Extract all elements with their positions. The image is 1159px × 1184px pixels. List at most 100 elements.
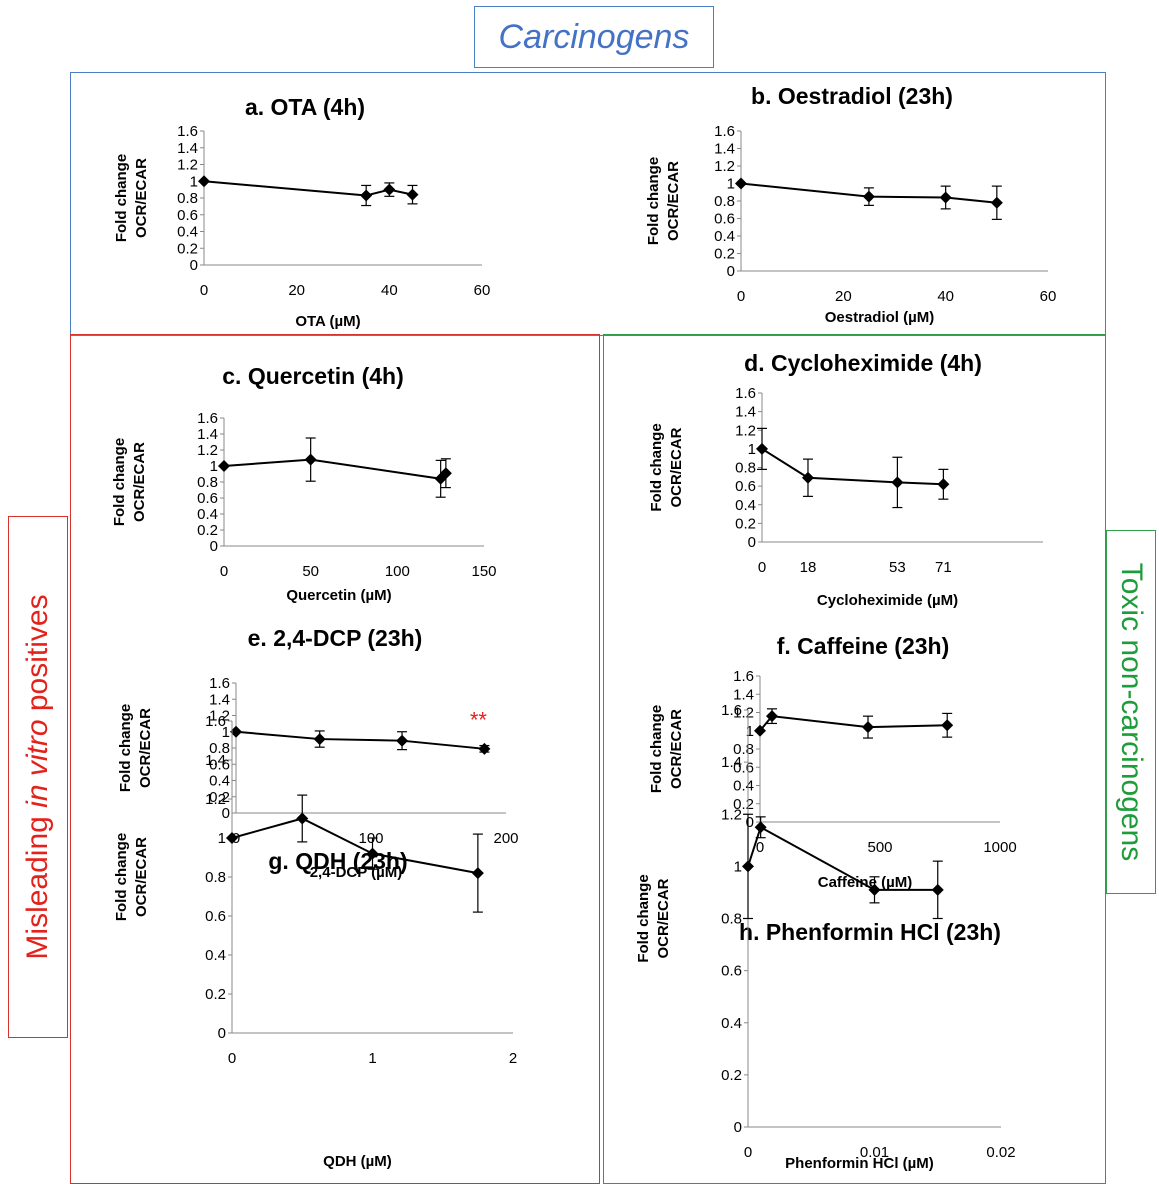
- series-line: [759, 715, 948, 732]
- y-tick-label: 0: [222, 805, 230, 822]
- y-tick-label: 1.2: [733, 705, 754, 722]
- data-point: [862, 721, 874, 734]
- chart-c: c. Quercetin (4h)00.20.40.60.811.21.41.6…: [111, 363, 497, 604]
- data-point: [735, 177, 747, 190]
- data-point: [742, 860, 754, 873]
- data-point: [226, 832, 238, 844]
- y-axis-label: OCR/ECAR: [137, 708, 154, 788]
- chart-title: d. Cycloheximide (4h): [744, 350, 982, 376]
- carcinogens-frame: [70, 72, 1106, 336]
- x-tick-label: 60: [1040, 288, 1057, 305]
- y-tick-label: 1.4: [205, 752, 226, 769]
- x-tick-label: 0: [744, 1144, 752, 1161]
- y-tick-label: 1: [748, 441, 756, 458]
- x-axis-label: Caffeine (µM): [818, 874, 912, 891]
- chart-title: a. OTA (4h): [245, 94, 365, 120]
- chart-title: c. Quercetin (4h): [222, 363, 403, 389]
- y-tick-label: 1.4: [209, 691, 230, 708]
- data-point: [766, 710, 778, 723]
- x-axis-label: OTA (µM): [295, 313, 360, 330]
- y-tick-label: 0.2: [714, 246, 735, 263]
- data-point: [931, 883, 944, 896]
- y-tick-label: 1.2: [735, 422, 756, 439]
- misleading-side-box: Misleading in vitro positives: [8, 516, 68, 1038]
- chart-title: b. Oestradiol (23h): [751, 83, 953, 109]
- y-tick-label: 1.2: [209, 708, 230, 725]
- y-tick-label: 1.6: [205, 713, 226, 730]
- y-tick-label: 1.6: [177, 123, 198, 140]
- x-tick-label: 1000: [983, 839, 1016, 856]
- data-point: [990, 196, 1003, 209]
- y-tick-label: 0: [748, 534, 756, 551]
- x-tick-label: 71: [935, 559, 952, 576]
- data-point: [396, 734, 409, 747]
- data-point: [366, 847, 379, 860]
- y-tick-label: 0.8: [721, 911, 742, 928]
- y-tick-label: 1: [210, 458, 218, 475]
- series-line: [223, 458, 447, 480]
- series-line: [761, 448, 944, 486]
- data-point: [313, 733, 326, 746]
- y-tick-label: 1.6: [714, 123, 735, 140]
- y-axis-label: OCR/ECAR: [655, 878, 672, 958]
- y-tick-label: 0.4: [714, 228, 735, 245]
- x-axis-label: Oestradiol (µM): [825, 309, 934, 326]
- x-tick-label: 200: [493, 830, 518, 847]
- data-point: [478, 742, 491, 755]
- y-tick-label: 1.6: [733, 668, 754, 685]
- y-axis-label: Fold change: [111, 438, 128, 526]
- y-tick-label: 1: [190, 173, 198, 190]
- data-point: [862, 190, 875, 203]
- y-tick-label: 1.6: [209, 675, 230, 692]
- y-tick-label: 0.2: [733, 796, 754, 813]
- y-tick-label: 0: [218, 1025, 226, 1042]
- y-tick-label: 0.2: [205, 986, 226, 1003]
- x-tick-label: 40: [937, 288, 954, 305]
- chart-title: g. QDH (23h): [268, 848, 407, 874]
- y-axis-label: Fold change: [648, 423, 665, 511]
- y-tick-label: 0.6: [209, 756, 230, 773]
- data-point: [230, 725, 242, 738]
- y-axis-label: Fold change: [113, 833, 130, 921]
- y-axis-label: Fold change: [645, 157, 662, 245]
- data-point: [406, 188, 419, 201]
- x-axis-label: 2,4-DCP (µM): [310, 864, 403, 881]
- y-tick-label: 1.4: [733, 686, 754, 703]
- y-tick-label: 0: [210, 538, 218, 555]
- x-axis-label: Quercetin (µM): [286, 587, 391, 604]
- x-tick-label: 0: [756, 839, 764, 856]
- y-tick-label: 0.4: [205, 947, 226, 964]
- y-axis-label: Fold change: [117, 704, 134, 792]
- data-point: [304, 453, 317, 466]
- y-tick-label: 0.6: [733, 759, 754, 776]
- data-point: [471, 867, 484, 880]
- x-axis-label: Phenformin HCl (µM): [785, 1155, 934, 1172]
- y-tick-label: 0.4: [177, 224, 198, 241]
- y-tick-label: 0: [746, 814, 754, 831]
- data-point: [360, 189, 373, 202]
- y-axis-label: OCR/ECAR: [133, 158, 150, 238]
- y-tick-label: 1: [746, 723, 754, 740]
- chart-d: d. Cycloheximide (4h)00.20.40.60.811.21.…: [648, 350, 1043, 609]
- x-tick-label: 53: [889, 559, 906, 576]
- carcinogens-label: Carcinogens: [498, 17, 690, 56]
- data-point: [218, 460, 230, 472]
- data-point: [296, 812, 309, 825]
- x-tick-label: 0: [200, 282, 208, 299]
- data-point: [198, 175, 210, 188]
- data-point: [801, 471, 814, 484]
- x-tick-label: 40: [381, 282, 398, 299]
- x-tick-label: 2: [509, 1050, 517, 1067]
- y-tick-label: 0.4: [209, 773, 230, 790]
- y-tick-label: 0.2: [177, 240, 198, 257]
- chart-b: b. Oestradiol (23h)00.20.40.60.811.21.41…: [645, 83, 1056, 326]
- x-tick-label: 150: [471, 563, 496, 580]
- series-line: [235, 730, 485, 750]
- y-tick-label: 0.4: [721, 1015, 742, 1032]
- y-tick-label: 0.8: [714, 193, 735, 210]
- y-tick-label: 0.8: [197, 474, 218, 491]
- data-point: [754, 821, 767, 834]
- y-tick-label: 1.6: [721, 702, 742, 719]
- carcinogens-header: Carcinogens: [474, 6, 714, 68]
